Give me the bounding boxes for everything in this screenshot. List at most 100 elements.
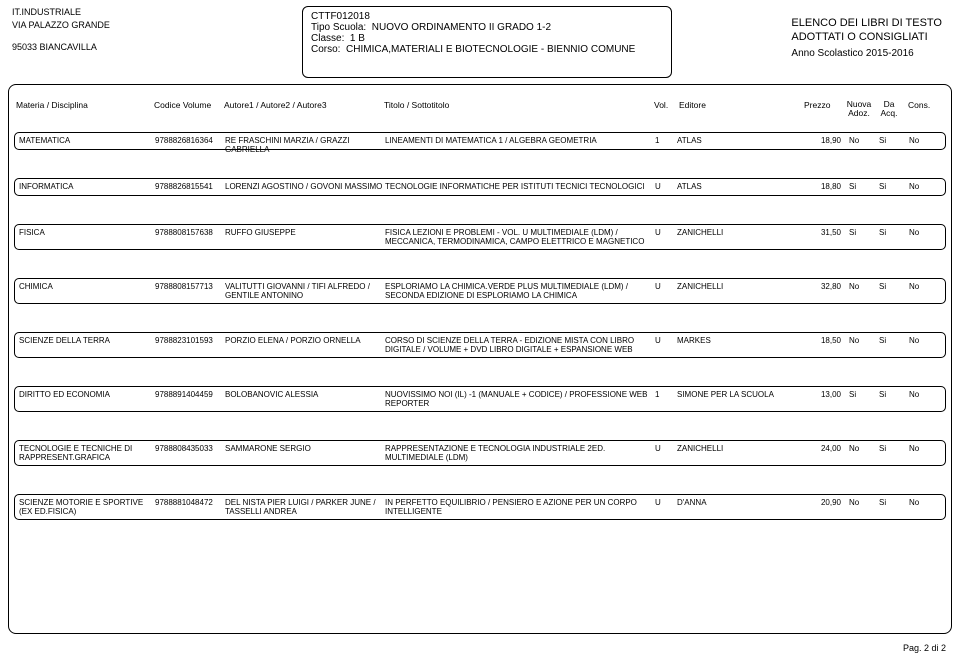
cell-codice: 9788826815541 <box>155 182 223 191</box>
col-autore: Autore1 / Autore2 / Autore3 <box>224 100 327 110</box>
center-box: CTTF012018 Tipo Scuola: NUOVO ORDINAMENT… <box>302 6 672 78</box>
cell-editore: ATLAS <box>677 182 799 191</box>
table-row: SCIENZE DELLA TERRA9788823101593PORZIO E… <box>14 332 946 358</box>
cell-nuova: No <box>849 336 869 345</box>
cell-prezzo: 20,90 <box>803 498 841 507</box>
col-materia: Materia / Disciplina <box>16 100 88 110</box>
cell-da: Si <box>879 282 899 291</box>
cell-editore: ZANICHELLI <box>677 228 799 237</box>
corso-label: Corso: <box>311 44 340 55</box>
cell-editore: MARKES <box>677 336 799 345</box>
cell-prezzo: 18,50 <box>803 336 841 345</box>
cell-codice: 9788881048472 <box>155 498 223 507</box>
tipo-scuola: NUOVO ORDINAMENTO II GRADO 1-2 <box>372 22 551 33</box>
col-editore: Editore <box>679 100 706 110</box>
cell-codice: 9788808157713 <box>155 282 223 291</box>
cell-nuova: No <box>849 282 869 291</box>
page-border <box>8 84 952 634</box>
header-right: ELENCO DEI LIBRI DI TESTO ADOTTATI O CON… <box>791 16 942 60</box>
cell-prezzo: 18,80 <box>803 182 841 191</box>
meta-block: Tipo Scuola: NUOVO ORDINAMENTO II GRADO … <box>311 22 663 55</box>
col-vol: Vol. <box>654 100 668 110</box>
cell-codice: 9788826816364 <box>155 136 223 145</box>
col-nuova: NuovaAdoz. <box>844 100 874 119</box>
cell-autore: RE FRASCHINI MARZIA / GRAZZI GABRIELLA <box>225 136 383 154</box>
cell-materia: TECNOLOGIE E TECNICHE DI RAPPRESENT.GRAF… <box>19 444 147 462</box>
cell-da: Si <box>879 444 899 453</box>
school-code: CTTF012018 <box>311 11 663 22</box>
cell-autore: SAMMARONE SERGIO <box>225 444 383 453</box>
cell-da: Si <box>879 498 899 507</box>
cell-cons: No <box>909 444 929 453</box>
cell-prezzo: 13,00 <box>803 390 841 399</box>
classe-label: Classe: <box>311 33 344 44</box>
cell-editore: ATLAS <box>677 136 799 145</box>
col-cons: Cons. <box>908 100 930 110</box>
table-row: INFORMATICA 9788826815541LORENZI AGOSTINO… <box>14 178 946 196</box>
cell-cons: No <box>909 390 929 399</box>
cell-materia: INFORMATICA <box>19 182 147 191</box>
col-titolo: Titolo / Sottotitolo <box>384 100 449 110</box>
col-da: DaAcq. <box>876 100 902 119</box>
cell-codice: 9788823101593 <box>155 336 223 345</box>
school-address: VIA PALAZZO GRANDE <box>12 19 110 32</box>
table-row: MATEMATICA9788826816364RE FRASCHINI MARZ… <box>14 132 946 150</box>
table-row: TECNOLOGIE E TECNICHE DI RAPPRESENT.GRAF… <box>14 440 946 466</box>
cell-codice: 9788891404459 <box>155 390 223 399</box>
cell-editore: SIMONE PER LA SCUOLA <box>677 390 799 399</box>
school-name: IT.INDUSTRIALE <box>12 6 110 19</box>
cell-cons: No <box>909 282 929 291</box>
table-row: CHIMICA 9788808157713VALITUTTI GIOVANNI /… <box>14 278 946 304</box>
table-row: DIRITTO ED ECONOMIA 9788891404459BOLOBANO… <box>14 386 946 412</box>
cell-titolo: RAPPRESENTAZIONE E TECNOLOGIA INDUSTRIAL… <box>385 444 651 462</box>
cell-autore: VALITUTTI GIOVANNI / TIFI ALFREDO / GENT… <box>225 282 383 300</box>
cell-titolo: LINEAMENTI DI MATEMATICA 1 / ALGEBRA GEO… <box>385 136 651 145</box>
cell-da: Si <box>879 182 899 191</box>
cell-vol: 1 <box>655 390 673 399</box>
table-row: FISICA9788808157638RUFFO GIUSEPPEFISICA … <box>14 224 946 250</box>
corso: CHIMICA,MATERIALI E BIOTECNOLOGIE - BIEN… <box>346 44 635 55</box>
table-row: SCIENZE MOTORIE E SPORTIVE (EX ED.FISICA… <box>14 494 946 520</box>
cell-materia: DIRITTO ED ECONOMIA <box>19 390 147 399</box>
cell-nuova: Si <box>849 228 869 237</box>
cell-vol: 1 <box>655 136 673 145</box>
cell-nuova: No <box>849 498 869 507</box>
title-line2: ADOTTATI O CONSIGLIATI <box>791 30 942 44</box>
cell-editore: ZANICHELLI <box>677 444 799 453</box>
cell-cons: No <box>909 498 929 507</box>
cell-materia: SCIENZE DELLA TERRA <box>19 336 147 345</box>
cell-autore: RUFFO GIUSEPPE <box>225 228 383 237</box>
cell-titolo: IN PERFETTO EQUILIBRIO / PENSIERO E AZIO… <box>385 498 651 516</box>
cell-da: Si <box>879 390 899 399</box>
cell-titolo: FISICA LEZIONI E PROBLEMI - VOL. U MULTI… <box>385 228 651 246</box>
col-codice: Codice Volume <box>154 100 211 110</box>
cell-autore: LORENZI AGOSTINO / GOVONI MASSIMO <box>225 182 383 191</box>
cell-codice: 9788808157638 <box>155 228 223 237</box>
cell-vol: U <box>655 444 673 453</box>
cell-titolo: ESPLORIAMO LA CHIMICA.VERDE PLUS MULTIME… <box>385 282 651 300</box>
cell-editore: ZANICHELLI <box>677 282 799 291</box>
col-prezzo: Prezzo <box>804 100 830 110</box>
cell-prezzo: 31,50 <box>803 228 841 237</box>
cell-vol: U <box>655 336 673 345</box>
cell-materia: CHIMICA <box>19 282 147 291</box>
cell-nuova: Si <box>849 390 869 399</box>
title-line1: ELENCO DEI LIBRI DI TESTO <box>791 16 942 30</box>
cell-vol: U <box>655 282 673 291</box>
cell-nuova: Si <box>849 182 869 191</box>
cell-prezzo: 18,90 <box>803 136 841 145</box>
cell-da: Si <box>879 228 899 237</box>
cell-prezzo: 24,00 <box>803 444 841 453</box>
school-block: IT.INDUSTRIALE VIA PALAZZO GRANDE 95033 … <box>12 6 110 54</box>
cell-cons: No <box>909 182 929 191</box>
cell-autore: BOLOBANOVIC ALESSIA <box>225 390 383 399</box>
cell-cons: No <box>909 136 929 145</box>
cell-vol: U <box>655 182 673 191</box>
school-locality: 95033 BIANCAVILLA <box>12 41 110 54</box>
cell-vol: U <box>655 228 673 237</box>
cell-vol: U <box>655 498 673 507</box>
classe: 1 B <box>350 33 365 44</box>
cell-editore: D'ANNA <box>677 498 799 507</box>
cell-materia: MATEMATICA <box>19 136 147 145</box>
column-headers: Materia / Disciplina Codice Volume Autor… <box>14 100 946 120</box>
